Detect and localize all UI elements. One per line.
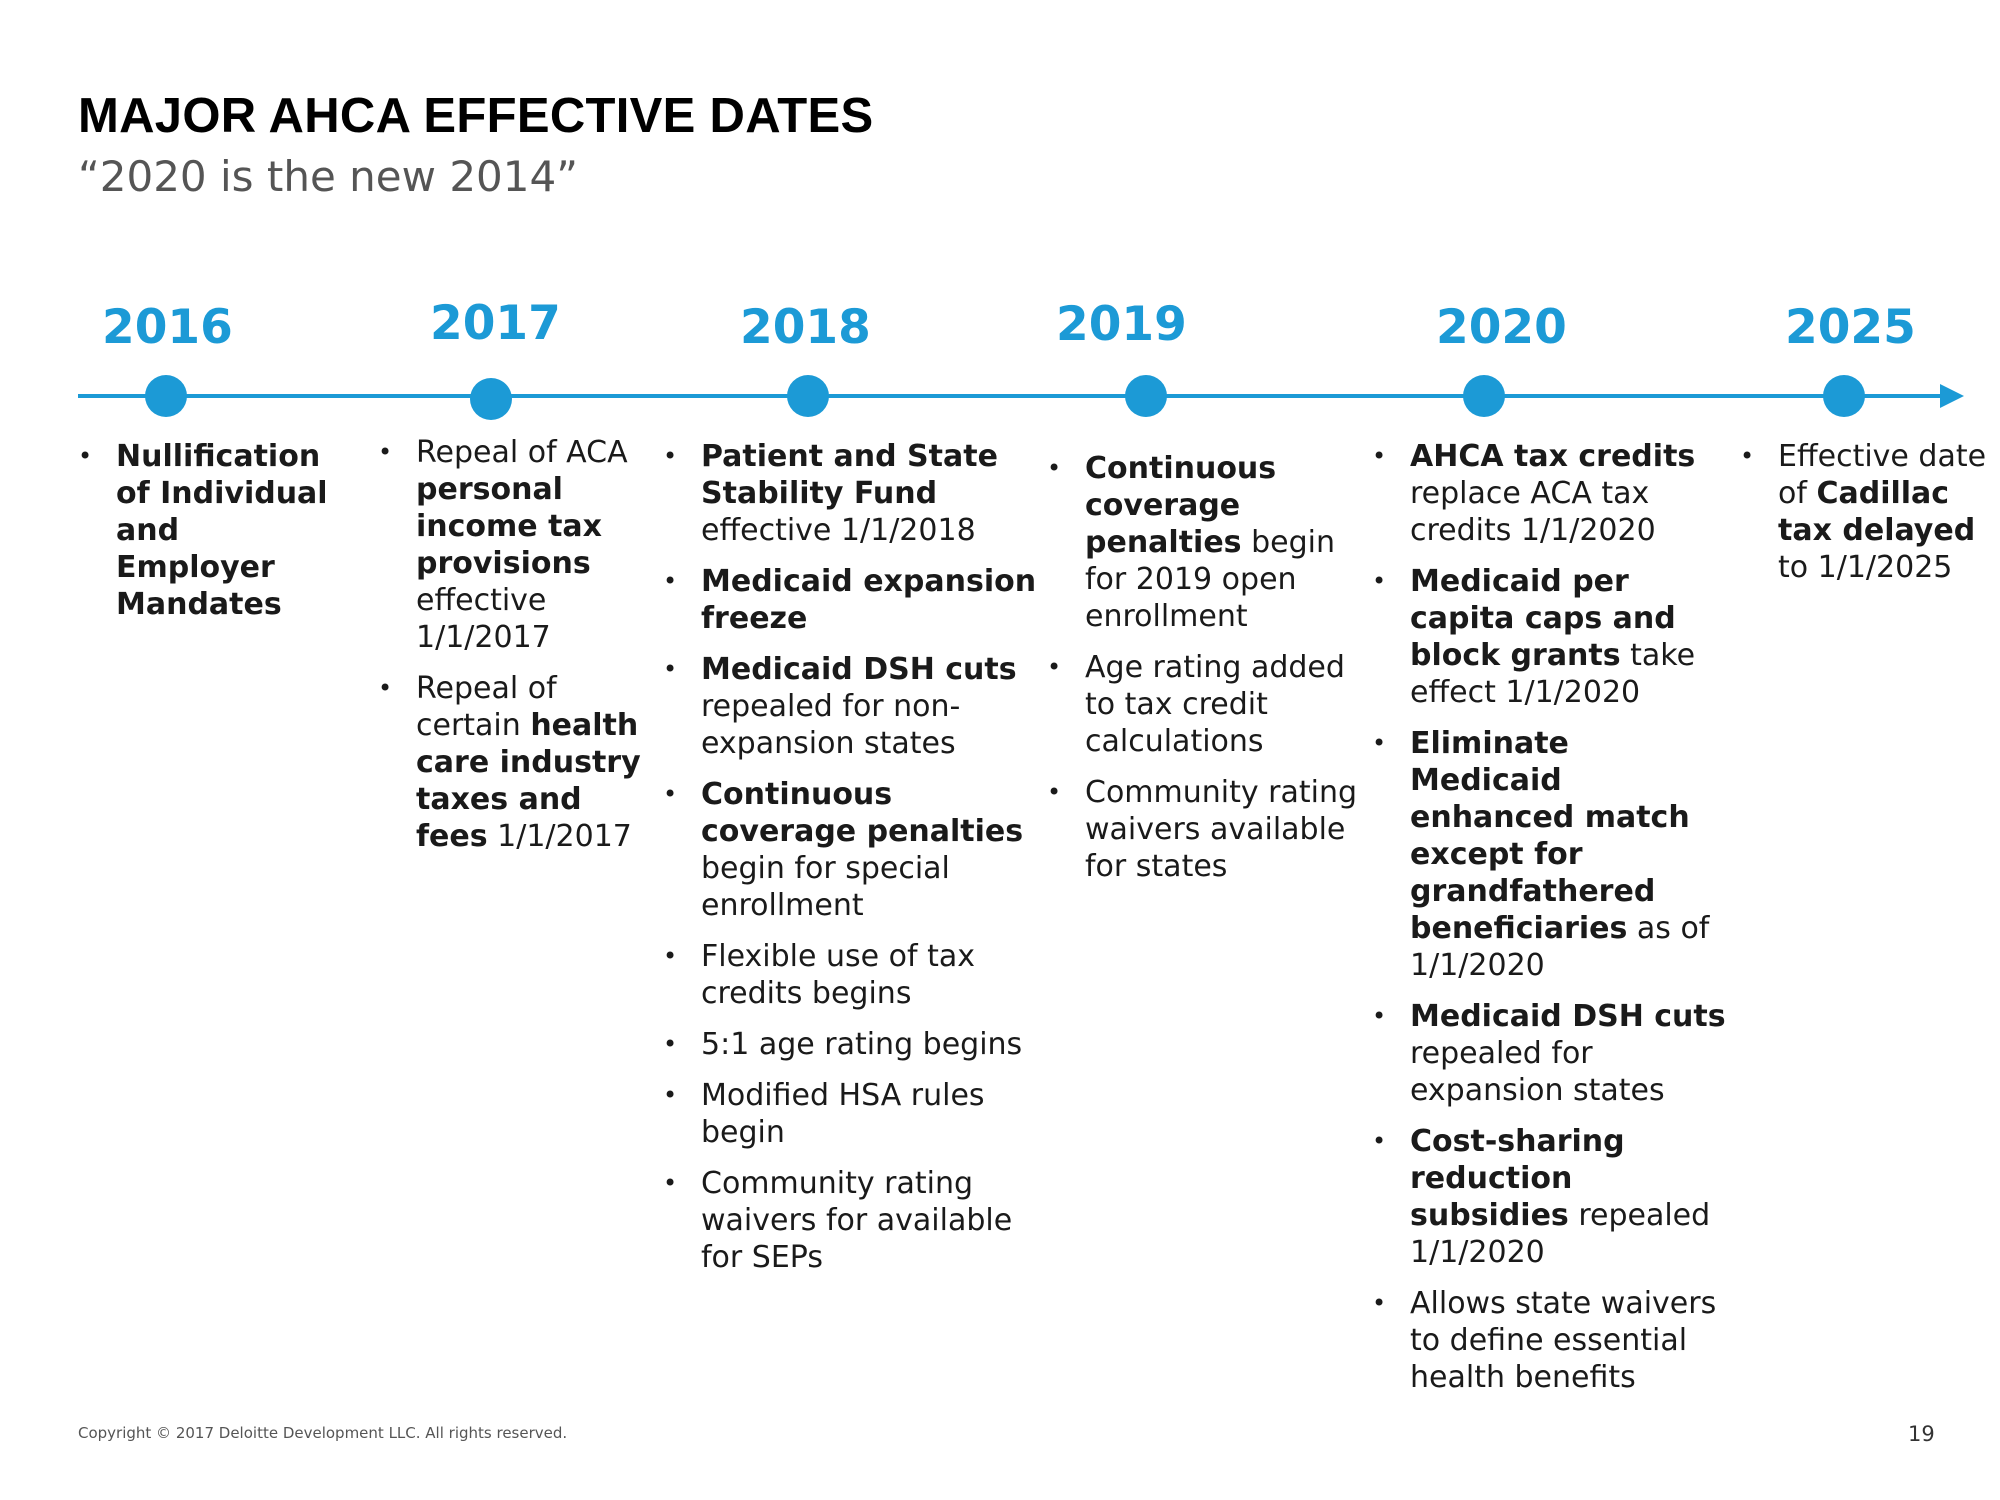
bullet-text: to 1/1/2025: [1778, 550, 1953, 585]
bullet-text: Flexible use of tax credits begins: [701, 939, 975, 1011]
bullet-text: 5:1 age rating begins: [701, 1027, 1023, 1062]
bullet-text-bold: Continuous coverage penalties: [701, 777, 1024, 849]
bullet-text-bold: Continuous coverage penalties: [1085, 451, 1277, 560]
year-label-2018: 2018: [740, 300, 871, 355]
timeline-dot-2017: [470, 378, 512, 420]
bullet-text: Community rating waivers for available f…: [701, 1166, 1013, 1275]
column-2019: Continuous coverage penalties begin for …: [1047, 450, 1382, 899]
timeline-dot-2016: [145, 375, 187, 417]
year-label-2020: 2020: [1436, 300, 1567, 355]
bullet-item: Eliminate Medicaid enhanced match except…: [1372, 725, 1727, 984]
bullet-item: Medicaid expansion freeze: [663, 563, 1038, 637]
timeline-dot-2025: [1823, 375, 1865, 417]
bullet-item: Effective date of Cadillac tax delayed t…: [1740, 438, 1995, 586]
bullet-text: Community rating waivers available for s…: [1085, 775, 1358, 884]
year-label-2016: 2016: [102, 300, 233, 355]
bullet-item: Community rating waivers for available f…: [663, 1165, 1038, 1276]
timeline-dot-2018: [787, 375, 829, 417]
column-2020: AHCA tax credits replace ACA tax credits…: [1372, 438, 1727, 1410]
bullet-item: Community rating waivers available for s…: [1047, 774, 1382, 885]
bullet-text-bold: Cost-sharing reduction subsidies: [1410, 1124, 1625, 1233]
timeline-arrow-icon: [1940, 384, 1964, 408]
bullet-text: Modified HSA rules begin: [701, 1078, 985, 1150]
bullet-text: effective 1/1/2018: [701, 513, 976, 548]
bullet-item: Continuous coverage penalties begin for …: [1047, 450, 1382, 635]
bullet-text: Allows state waivers to define essential…: [1410, 1286, 1717, 1395]
bullet-text: 1/1/2017: [487, 819, 632, 854]
bullet-text-bold: AHCA tax credits: [1410, 439, 1696, 474]
bullet-item: Nullification of Individual and Employer…: [78, 438, 338, 623]
bullet-text: begin for special enrollment: [701, 851, 950, 923]
bullet-item: Patient and State Stability Fund effecti…: [663, 438, 1038, 549]
column-2016: Nullification of Individual and Employer…: [78, 438, 338, 637]
page-number: 19: [1908, 1422, 1935, 1446]
bullet-item: Modified HSA rules begin: [663, 1077, 1038, 1151]
bullet-text-bold: Nullification of Individual and Employer…: [116, 439, 328, 622]
bullet-text: repealed 1/1/2020: [1410, 1198, 1711, 1270]
page-subtitle: “2020 is the new 2014”: [78, 152, 578, 201]
bullet-text-bold: Medicaid DSH cuts: [701, 652, 1017, 687]
bullet-item: Allows state waivers to define essential…: [1372, 1285, 1727, 1396]
bullet-item: Repeal of certain health care industry t…: [378, 670, 653, 855]
bullet-text: take effect 1/1/2020: [1410, 638, 1696, 710]
bullet-text-bold: Eliminate Medicaid enhanced match except…: [1410, 726, 1690, 946]
bullet-item: Medicaid DSH cuts repealed for expansion…: [1372, 998, 1727, 1109]
bullet-text-bold: Patient and State Stability Fund: [701, 439, 998, 511]
bullet-item: Medicaid DSH cuts repealed for non-expan…: [663, 651, 1038, 762]
bullet-text-bold: Medicaid per capita caps and block grant…: [1410, 564, 1676, 673]
bullet-item: Continuous coverage penalties begin for …: [663, 776, 1038, 924]
bullet-item: Repeal of ACA personal income tax provis…: [378, 434, 653, 656]
column-2018: Patient and State Stability Fund effecti…: [663, 438, 1038, 1290]
bullet-item: Cost-sharing reduction subsidies repeale…: [1372, 1123, 1727, 1271]
bullet-item: Age rating added to tax credit calculati…: [1047, 649, 1382, 760]
bullet-text-bold: personal income tax provisions: [416, 472, 603, 581]
page-title: MAJOR AHCA EFFECTIVE DATES: [78, 89, 874, 143]
bullet-text: as of 1/1/2020: [1410, 911, 1710, 983]
column-2017: Repeal of ACA personal income tax provis…: [378, 434, 653, 869]
timeline-dot-2020: [1463, 375, 1505, 417]
timeline-line: [78, 394, 1944, 398]
column-2025: Effective date of Cadillac tax delayed t…: [1740, 438, 1995, 600]
bullet-text: repealed for non-expansion states: [701, 689, 961, 761]
bullet-text: Effective date of: [1778, 439, 1987, 511]
bullet-text: Age rating added to tax credit calculati…: [1085, 650, 1345, 759]
bullet-item: AHCA tax credits replace ACA tax credits…: [1372, 438, 1727, 549]
bullet-item: 5:1 age rating begins: [663, 1026, 1038, 1063]
bullet-text-bold: Cadillac tax delayed: [1778, 476, 1976, 548]
year-label-2017: 2017: [430, 296, 561, 351]
bullet-text-bold: Medicaid DSH cuts: [1410, 999, 1726, 1034]
bullet-text: repealed for expansion states: [1410, 1036, 1665, 1108]
bullet-text: begin for 2019 open enrollment: [1085, 525, 1335, 634]
bullet-text-bold: Medicaid expansion freeze: [701, 564, 1037, 636]
bullet-text: Repeal of certain: [416, 671, 557, 743]
bullet-text: replace ACA tax credits 1/1/2020: [1410, 476, 1656, 548]
copyright-footer: Copyright © 2017 Deloitte Development LL…: [78, 1424, 568, 1442]
bullet-item: Flexible use of tax credits begins: [663, 938, 1038, 1012]
timeline-dot-2019: [1125, 375, 1167, 417]
bullet-item: Medicaid per capita caps and block grant…: [1372, 563, 1727, 711]
bullet-text: Repeal of ACA: [416, 435, 628, 470]
bullet-text: effective 1/1/2017: [416, 583, 551, 655]
year-label-2019: 2019: [1056, 297, 1187, 352]
year-label-2025: 2025: [1785, 300, 1916, 355]
bullet-text-bold: health care industry taxes and fees: [416, 708, 641, 854]
